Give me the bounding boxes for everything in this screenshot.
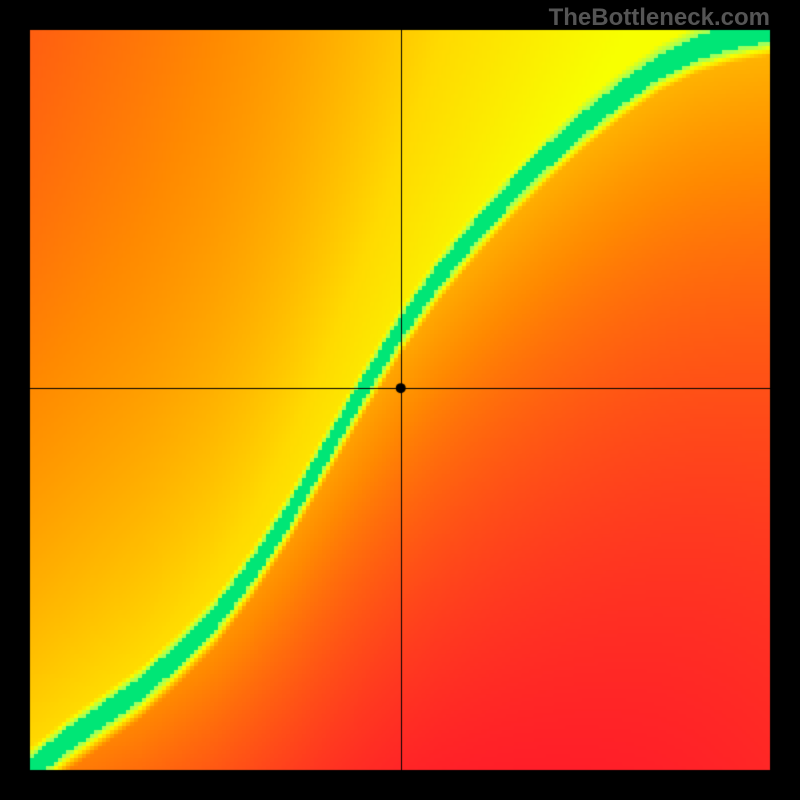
chart-container: TheBottleneck.com (0, 0, 800, 800)
watermark-text: TheBottleneck.com (549, 4, 770, 32)
bottleneck-heatmap (0, 0, 800, 800)
